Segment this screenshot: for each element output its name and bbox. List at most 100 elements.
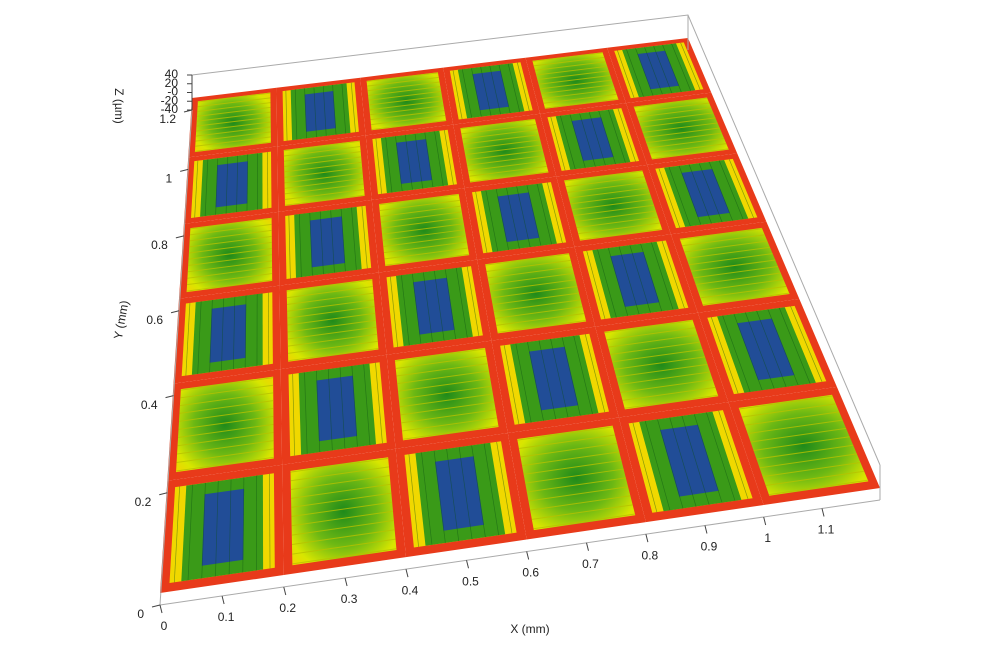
warp-ridge — [319, 211, 324, 275]
weft-ridge — [397, 378, 491, 392]
warp-ridge — [507, 63, 521, 113]
warp-ridge — [767, 309, 799, 386]
warp-ridge — [626, 49, 644, 97]
surface — [160, 38, 880, 593]
warp-ridge — [708, 161, 733, 221]
weft-ridge — [196, 106, 271, 117]
x-tick — [405, 569, 409, 578]
weft-ridge — [382, 223, 464, 235]
warp-ridge — [681, 415, 710, 505]
weft-ridge — [369, 105, 444, 116]
warp-ridge — [584, 334, 606, 413]
warp-ridge — [618, 246, 640, 315]
warp-ridge — [678, 165, 702, 225]
x-tick — [526, 551, 530, 560]
warp-core — [737, 318, 795, 381]
x-tick-label: 0.6 — [522, 566, 539, 580]
weft-ridge — [197, 97, 271, 108]
weft-ridge — [604, 320, 693, 334]
warp-core — [309, 216, 346, 268]
weft-ridge — [188, 254, 272, 266]
warp-core — [571, 117, 614, 161]
warp-ridge — [688, 164, 712, 224]
weft-ridge — [186, 279, 273, 292]
warp-core — [304, 91, 336, 132]
warp-core — [681, 169, 730, 218]
warp-ridge — [232, 297, 236, 370]
warp-ridge — [728, 159, 754, 219]
weft-ridge — [485, 253, 570, 266]
z-tick-label: -0 — [167, 85, 178, 99]
weft-ridge — [618, 371, 711, 386]
weft-ridge — [382, 229, 465, 241]
warp-ridge — [209, 300, 213, 373]
warp-ridge — [401, 275, 410, 346]
y-tick — [159, 492, 168, 496]
weave-tile — [194, 92, 271, 153]
weft-ridge — [690, 259, 776, 272]
warp-ridge — [693, 414, 723, 503]
warp-ridge — [201, 482, 206, 579]
box-edge — [159, 499, 881, 606]
y-tick-label: 1.2 — [159, 112, 176, 126]
weft-ridge — [385, 253, 470, 266]
warp-ridge — [536, 183, 553, 245]
weft-ridge — [686, 246, 770, 259]
warp-ridge — [790, 306, 823, 382]
weft-ridge — [194, 141, 271, 152]
weft-ridge — [495, 306, 583, 319]
warp-ridge — [485, 190, 499, 252]
warp-ridge — [579, 113, 596, 167]
weft-ridge — [544, 98, 619, 109]
z-tick-label: 20 — [165, 76, 179, 90]
warp-ridge — [718, 160, 744, 220]
weave-tile — [283, 140, 365, 206]
warp-ridge — [294, 89, 298, 140]
weft-ridge — [614, 356, 706, 370]
weft-ridge — [189, 223, 272, 236]
warp-ridge — [433, 270, 445, 341]
x-tick-label: 0.8 — [642, 548, 659, 562]
x-axis-title: X (mm) — [510, 622, 549, 636]
x-tick — [159, 604, 163, 614]
weft-ridge — [644, 127, 720, 139]
weft-ridge — [523, 459, 622, 475]
warp-ridge — [385, 137, 393, 193]
weft-ridge — [738, 395, 833, 410]
weave-tile — [186, 217, 273, 293]
weft-ridge — [379, 199, 460, 212]
weft-ridge — [538, 74, 611, 85]
weft-ridge — [521, 451, 620, 467]
weft-ridge — [286, 279, 373, 292]
warp-ridge — [304, 372, 308, 454]
weft-ridge — [287, 305, 375, 319]
y-tick-label: 0.6 — [146, 313, 163, 327]
warp-ridge — [424, 132, 434, 188]
warp-ridge — [650, 242, 674, 310]
weft-ridge — [290, 483, 391, 499]
weft-ridge — [379, 194, 459, 206]
weave-tile — [564, 170, 663, 241]
warp-ridge — [657, 419, 684, 509]
warp-ridge — [698, 163, 723, 223]
weave-tile — [394, 347, 499, 441]
weft-ridge — [287, 299, 375, 312]
weft-ridge — [759, 453, 857, 469]
warp-core — [529, 346, 579, 411]
y-tick-label: 0 — [137, 607, 144, 621]
weft-ridge — [637, 107, 712, 118]
warp-core — [215, 161, 248, 208]
weft-ridge — [284, 194, 365, 206]
weft-ridge — [177, 440, 274, 455]
warp-ridge — [298, 214, 302, 278]
y-tick — [151, 604, 161, 608]
warp-core — [316, 375, 358, 442]
x-tick-label: 1.1 — [818, 523, 835, 537]
warp-ridge — [228, 479, 232, 575]
weft-ridge — [283, 140, 360, 152]
warp-ridge — [718, 410, 749, 500]
weft-ridge — [399, 393, 494, 408]
weft-ridge — [530, 495, 631, 511]
weft-ridge — [517, 426, 613, 441]
weft-ridge — [195, 131, 271, 142]
